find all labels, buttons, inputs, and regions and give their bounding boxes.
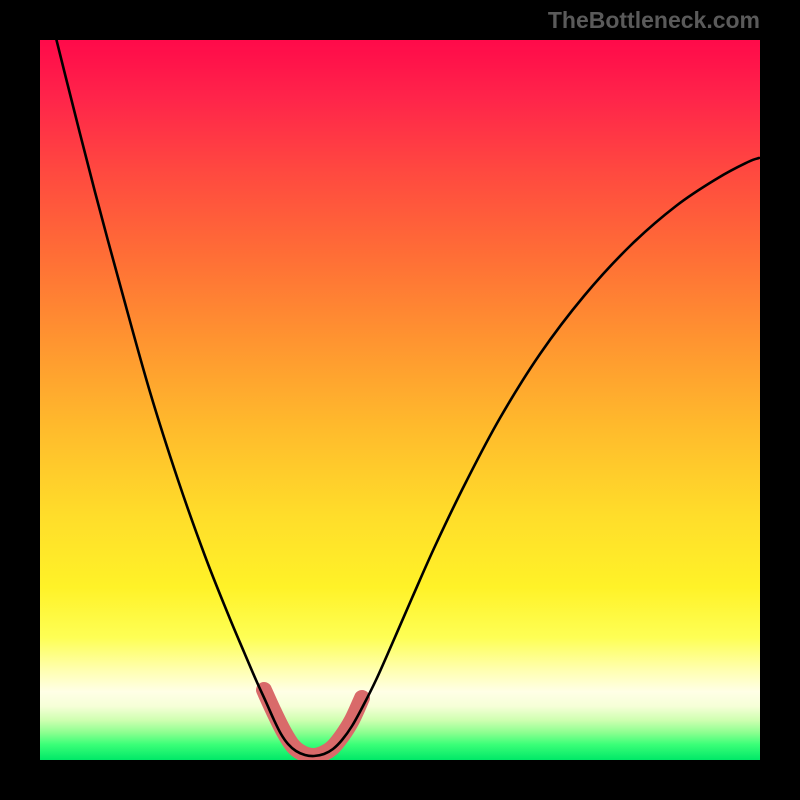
bottleneck-curve bbox=[48, 6, 759, 756]
chart-frame: TheBottleneck.com bbox=[0, 0, 800, 800]
watermark-text: TheBottleneck.com bbox=[548, 7, 760, 34]
bottleneck-marker bbox=[264, 690, 362, 756]
plot-area bbox=[40, 40, 760, 760]
chart-svg bbox=[0, 0, 800, 800]
